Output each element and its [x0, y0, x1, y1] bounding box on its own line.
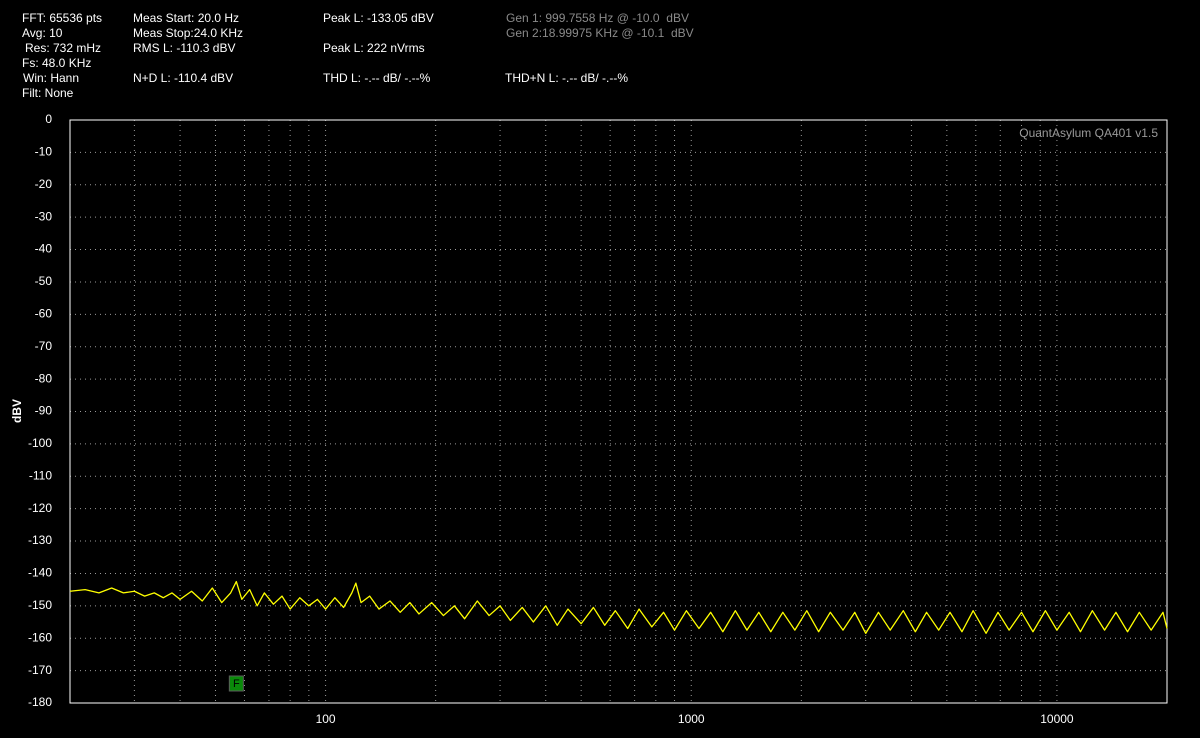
y-tick-label: -50: [35, 274, 53, 288]
y-tick-label: -130: [28, 533, 52, 547]
spectrum-trace: [69, 580, 1168, 635]
y-tick-label: -150: [28, 598, 52, 612]
thdn-level: THD+N L: -.-- dB/ -.--%: [505, 71, 629, 85]
marker-label: F: [233, 678, 240, 690]
filt-info: Filt: None: [22, 86, 74, 100]
meas-stop: Meas Stop:24.0 KHz: [133, 26, 244, 40]
fft-info: FFT: 65536 pts: [22, 11, 103, 25]
y-tick-label: -170: [28, 663, 52, 677]
win-info: Win: Hann: [23, 71, 80, 85]
thd-level: THD L: -.-- dB/ -.--%: [323, 71, 431, 85]
y-tick-label: -30: [35, 209, 53, 223]
y-tick-label: -140: [28, 566, 52, 580]
watermark: QuantAsylum QA401 v1.5: [1019, 126, 1158, 140]
plot-frame: [69, 119, 1168, 704]
peak-dbv: Peak L: -133.05 dBV: [323, 11, 434, 25]
y-tick-label: -120: [28, 501, 52, 515]
y-tick-label: -80: [35, 371, 53, 385]
y-tick-label: -40: [35, 242, 53, 256]
y-tick-label: -90: [35, 404, 53, 418]
x-tick-label: 10000: [1040, 712, 1074, 726]
avg-info: Avg: 10: [22, 26, 63, 40]
gen2-info: Gen 2:18.99975 KHz @ -10.1 dBV: [506, 26, 694, 40]
y-tick-label: -180: [28, 695, 52, 709]
y-tick-label: 0: [45, 112, 52, 126]
marker-box: [228, 675, 244, 692]
meas-start: Meas Start: 20.0 Hz: [133, 11, 240, 25]
y-tick-label: -20: [35, 177, 53, 191]
y-tick-label: -10: [35, 145, 53, 159]
x-tick-label: 100: [316, 712, 336, 726]
fs-info: Fs: 48.0 KHz: [22, 56, 92, 70]
x-tick-label: 1000: [678, 712, 705, 726]
y-tick-label: -70: [35, 339, 53, 353]
res-info: Res: 732 mHz: [25, 41, 102, 55]
y-tick-label: -100: [28, 436, 52, 450]
gen1-info: Gen 1: 999.7558 Hz @ -10.0 dBV: [506, 11, 689, 25]
rms-level: RMS L: -110.3 dBV: [133, 41, 236, 55]
y-axis-label: dBV: [10, 399, 24, 423]
peak-nv: Peak L: 222 nVrms: [323, 41, 425, 55]
y-tick-label: -110: [29, 468, 52, 482]
y-tick-label: -160: [28, 630, 52, 644]
nd-level: N+D L: -110.4 dBV: [133, 71, 234, 85]
y-tick-label: -60: [35, 307, 53, 321]
